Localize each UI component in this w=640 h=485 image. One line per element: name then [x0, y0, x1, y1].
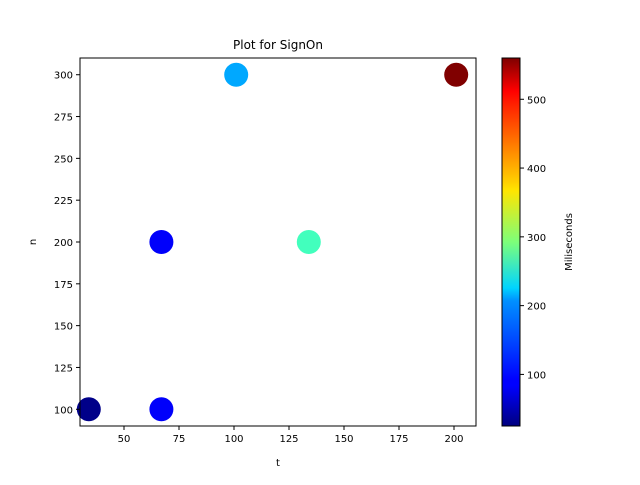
- x-tick-label: 175: [389, 434, 408, 445]
- scatter-point: [296, 230, 321, 254]
- y-axis-label: n: [28, 239, 39, 245]
- scatter-point: [149, 397, 174, 422]
- y-tick-label: 100: [54, 405, 73, 416]
- colorbar-tick-label: 300: [527, 233, 546, 244]
- points-layer: [76, 62, 469, 422]
- scatter-point: [76, 397, 101, 422]
- y-tick-label: 250: [54, 154, 73, 165]
- colorbar-gradient: [501, 57, 521, 427]
- colorbar-tick-label: 400: [527, 164, 546, 175]
- y-tick-label: 125: [54, 363, 73, 374]
- y-tick-label: 175: [54, 280, 73, 291]
- x-axis-label: t: [276, 458, 280, 469]
- y-axis: 100 125 150 175 200 225 250 275 300: [54, 71, 80, 416]
- colorbar-ticks: 100 200 300 400 500: [520, 95, 546, 381]
- y-tick-label: 225: [54, 196, 73, 207]
- x-tick-label: 150: [334, 434, 353, 445]
- colorbar-tick-label: 500: [527, 95, 546, 106]
- chart-title: Plot for SignOn: [233, 38, 323, 52]
- x-tick-label: 200: [444, 434, 463, 445]
- y-tick-label: 150: [54, 322, 73, 333]
- x-tick-label: 100: [224, 434, 243, 445]
- colorbar-label: Miliseconds: [564, 213, 575, 271]
- scatter-point: [224, 62, 249, 87]
- colorbar-tick-label: 200: [527, 302, 546, 313]
- scatter-point: [149, 230, 174, 254]
- x-axis: 50 75 100 125 150 175 200: [118, 426, 464, 445]
- x-tick-label: 50: [118, 434, 131, 445]
- colorbar-tick-label: 100: [527, 370, 546, 381]
- colorbar: 100 200 300 400 500 Miliseconds: [501, 57, 575, 427]
- x-tick-label: 125: [279, 434, 298, 445]
- x-tick-label: 75: [173, 434, 186, 445]
- y-tick-label: 300: [54, 71, 73, 82]
- y-tick-label: 200: [54, 238, 73, 249]
- plot-frame: [79, 57, 477, 427]
- y-tick-label: 275: [54, 113, 73, 124]
- scatter-point: [444, 62, 469, 87]
